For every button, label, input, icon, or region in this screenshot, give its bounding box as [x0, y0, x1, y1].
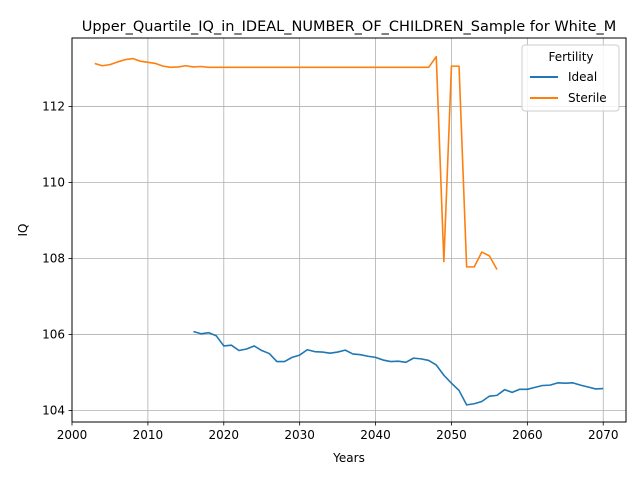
- y-axis-label: IQ: [16, 224, 30, 237]
- y-tick-label: 106: [42, 328, 65, 342]
- legend-box: [521, 44, 620, 112]
- x-axis-label: Years: [332, 451, 365, 465]
- x-tick-label: 2070: [588, 428, 619, 442]
- y-tick-label: 112: [42, 99, 65, 113]
- x-tick-label: 2060: [512, 428, 543, 442]
- plot-frame: [71, 37, 627, 423]
- chart-title: Upper_Quartile_IQ_in_IDEAL_NUMBER_OF_CHI…: [82, 19, 617, 35]
- x-tick-label: 2030: [284, 428, 315, 442]
- x-tick-label: 2040: [360, 428, 391, 442]
- legend: Fertility Ideal Sterile: [521, 44, 620, 112]
- y-tick-label: 108: [42, 252, 65, 266]
- x-tick-label: 2050: [436, 428, 467, 442]
- legend-label-sterile: Sterile: [568, 91, 607, 105]
- axis-ticks: 2000 2010 2020 2030 2040 2050 2060 2070 104 106 10…: [42, 99, 618, 442]
- series-lines: [94, 55, 604, 406]
- series-line-sterile: [94, 55, 498, 270]
- y-tick-label: 104: [42, 404, 65, 418]
- x-tick-label: 2010: [133, 428, 164, 442]
- x-tick-label: 2020: [209, 428, 240, 442]
- legend-title: Fertility: [548, 50, 593, 64]
- x-tick-label: 2000: [57, 428, 88, 442]
- legend-label-ideal: Ideal: [568, 70, 597, 84]
- y-tick-label: 110: [42, 175, 65, 189]
- series-line-ideal: [193, 330, 604, 406]
